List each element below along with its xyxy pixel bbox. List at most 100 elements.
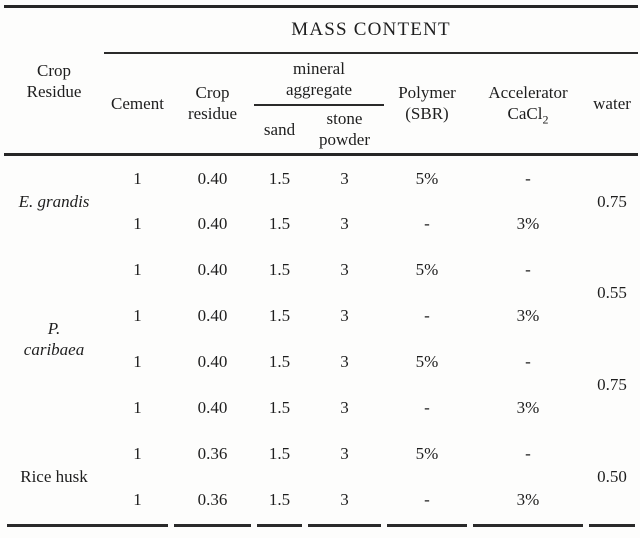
cell-sand: 1.5 — [268, 444, 291, 463]
group-name-line: caribaea — [23, 339, 85, 359]
col-header-sand: sand — [254, 104, 305, 156]
cell-polymer: - — [424, 490, 430, 509]
group-name-e-grandis: E. grandis — [4, 155, 104, 247]
table-body: E. grandis 1 0.40 1.5 3 5% - 0.75 1 0.40… — [4, 155, 638, 528]
cell-accelerator: - — [525, 260, 531, 279]
col-header-stone-powder-line2: powder — [319, 130, 370, 150]
table-header: Crop Residue MASS CONTENT Cement Crop re… — [4, 6, 639, 156]
group-name-rice-husk: Rice husk — [4, 431, 104, 523]
table-row: 1 0.40 1.5 3 - 3% — [4, 385, 638, 431]
bottom-rule-cell — [470, 523, 586, 528]
bottom-rule-cell — [305, 523, 384, 528]
cell-crop-residue: 0.40 — [197, 260, 228, 279]
cell-stone-powder: 3 — [340, 352, 349, 371]
col-header-polymer: Polymer (SBR) — [384, 52, 470, 156]
cell-stone-powder: 3 — [340, 168, 349, 188]
header-row-main: Cement Crop residue mineral aggregate Po… — [4, 52, 639, 156]
cell-polymer: - — [424, 214, 430, 233]
cell-cement: 1 — [133, 490, 142, 509]
cell-crop-residue: 0.40 — [197, 214, 228, 233]
cell-crop-residue: 0.40 — [197, 398, 228, 417]
bottom-rule-cell — [171, 523, 254, 528]
col-header-mineral-aggregate: mineral aggregate — [254, 52, 384, 106]
cell-stone-powder: 3 — [340, 306, 349, 325]
cell-accelerator: 3% — [516, 490, 540, 509]
col-header-mineral-aggregate-line2: aggregate — [285, 79, 353, 99]
cell-crop-residue: 0.40 — [197, 306, 228, 325]
col-header-stone-powder: stone powder — [305, 104, 384, 156]
cell-polymer: 5% — [415, 260, 439, 279]
table-row: 1 0.40 1.5 3 - 3% — [4, 293, 638, 339]
bottom-rule-cell — [384, 523, 470, 528]
col-header-accelerator: Accelerator CaCl2 — [470, 52, 586, 156]
bottom-rule — [4, 523, 638, 528]
col-header-accelerator-line1: Accelerator — [488, 83, 568, 103]
table-row: 1 0.36 1.5 3 - 3% — [4, 477, 638, 523]
table-row: 1 0.40 1.5 3 - 3% — [4, 201, 638, 247]
table-row: E. grandis 1 0.40 1.5 3 5% - 0.75 — [4, 155, 638, 211]
cell-sand: 1.5 — [268, 260, 291, 279]
col-header-crop-residue-line2: residue — [187, 104, 238, 124]
cell-crop-residue: 0.36 — [197, 490, 228, 509]
col-header-cement: Cement — [104, 52, 171, 156]
corner-header-line2: Residue — [26, 81, 82, 101]
bottom-rule-cell — [254, 523, 305, 528]
bottom-rule-cell — [4, 523, 171, 528]
cell-stone-powder: 3 — [340, 214, 349, 233]
cell-cement: 1 — [133, 260, 142, 279]
bottom-rule-cell — [586, 523, 638, 528]
header-row-sub: sand stone powder — [4, 104, 638, 156]
cell-water: 0.55 — [597, 283, 627, 302]
cell-crop-residue: 0.40 — [197, 352, 228, 371]
table-row: 1 0.40 1.5 3 5% - 0.75 — [4, 339, 638, 394]
col-header-crop-residue-line1: Crop — [195, 83, 230, 103]
table-row: Rice husk 1 0.36 1.5 3 5% - 0.50 — [4, 431, 638, 486]
bottom-rule-segment — [589, 523, 636, 527]
cell-sand: 1.5 — [268, 490, 291, 509]
title-row: Crop Residue MASS CONTENT — [4, 6, 639, 156]
bottom-rule-segment — [308, 523, 381, 527]
cell-sand: 1.5 — [268, 352, 291, 371]
col-header-crop-residue: Crop residue — [171, 52, 254, 156]
group-name-line: P. — [47, 318, 61, 338]
col-header-polymer-line1: Polymer — [398, 83, 456, 103]
col-header-mineral-aggregate-line1: mineral — [293, 58, 345, 78]
cell-polymer: 5% — [415, 352, 439, 371]
cell-water: 0.75 — [597, 191, 627, 211]
col-header-polymer-line2: (SBR) — [405, 104, 449, 124]
col-header-accelerator-formula: CaCl2 — [470, 103, 586, 125]
cell-cement: 1 — [133, 398, 142, 417]
cell-sand: 1.5 — [268, 214, 291, 233]
cell-cement: 1 — [133, 168, 142, 188]
cell-accelerator: - — [525, 352, 531, 371]
bottom-rule-segment — [473, 523, 583, 527]
formula-base: CaCl — [507, 104, 543, 124]
cell-stone-powder: 3 — [340, 444, 349, 463]
bottom-rule-segment — [7, 523, 168, 527]
table-row: P. caribaea 1 0.40 1.5 3 5% - 0.55 — [4, 247, 638, 359]
cell-accelerator: 3% — [516, 306, 540, 325]
group-name-line: E. grandis — [18, 191, 90, 211]
cell-accelerator: 3% — [516, 398, 540, 417]
group-name-p-caribaea: P. caribaea — [4, 247, 104, 431]
cell-polymer: 5% — [415, 444, 439, 463]
cell-water: 0.75 — [597, 375, 627, 394]
cell-crop-residue: 0.40 — [197, 168, 228, 188]
cell-sand: 1.5 — [268, 168, 291, 188]
cell-accelerator: - — [525, 444, 531, 463]
corner-header-crop-residue: Crop Residue — [4, 6, 104, 156]
cell-polymer: 5% — [415, 168, 439, 188]
mass-content-table: Crop Residue MASS CONTENT Cement Crop re… — [4, 5, 639, 528]
group-name-line: Rice husk — [20, 467, 88, 486]
cell-stone-powder: 3 — [340, 398, 349, 417]
corner-header-line1: Crop — [37, 60, 71, 80]
cell-cement: 1 — [133, 214, 142, 233]
bottom-rule-segment — [174, 523, 251, 527]
cell-accelerator: 3% — [516, 214, 540, 233]
bottom-rule-segment — [257, 523, 302, 527]
cell-sand: 1.5 — [268, 398, 291, 417]
cell-cement: 1 — [133, 306, 142, 325]
col-header-stone-powder-line1: stone — [326, 109, 363, 129]
table-title: MASS CONTENT — [104, 6, 639, 54]
